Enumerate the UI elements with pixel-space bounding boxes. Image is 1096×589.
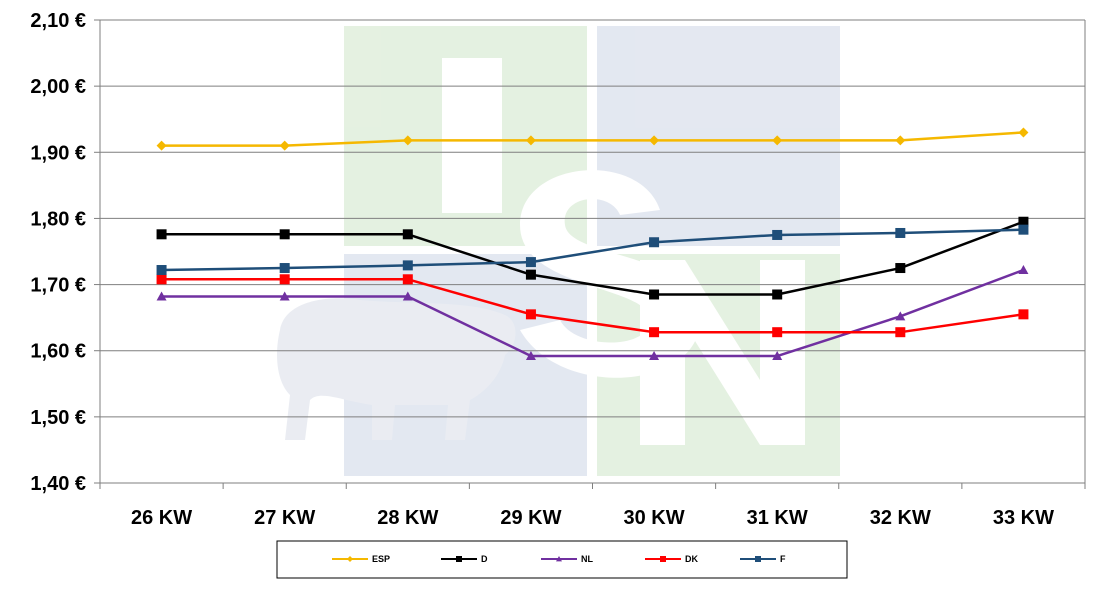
data-point-d xyxy=(402,229,413,240)
legend-item-esp: ESP xyxy=(332,554,390,564)
data-point-esp xyxy=(402,135,413,146)
legend-swatch-marker xyxy=(556,556,562,562)
y-tick-label: 1,80 € xyxy=(30,208,86,230)
legend-label: ESP xyxy=(372,554,390,564)
y-axis-tick-labels: 1,40 € 1,50 € 1,60 € 1,70 € 1,80 € 1,90 € 2,00… xyxy=(30,10,86,495)
data-point-dk xyxy=(402,274,413,285)
y-tick-label: 1,60 € xyxy=(30,341,86,363)
legend-item-f: F xyxy=(740,554,786,564)
data-point-nl xyxy=(156,291,167,301)
data-point-esp xyxy=(525,135,536,146)
data-point-esp xyxy=(772,135,783,146)
legend: ESP D NL DK F xyxy=(276,540,848,579)
legend-swatch-marker xyxy=(347,556,353,562)
data-point-dk xyxy=(156,274,167,285)
series-line-f xyxy=(161,228,1024,272)
y-tick-label: 2,00 € xyxy=(30,76,86,98)
x-tick-label: 31 KW xyxy=(747,507,808,529)
data-point-dk xyxy=(649,327,660,338)
data-point-esp xyxy=(156,140,167,151)
series-line-esp xyxy=(161,131,1024,147)
data-point-nl xyxy=(772,351,783,361)
data-point-d xyxy=(895,263,906,274)
data-point-d xyxy=(525,269,536,280)
y-tick-label: 2,10 € xyxy=(30,10,86,32)
x-tick-label: 32 KW xyxy=(870,507,931,529)
data-point-f xyxy=(895,227,906,238)
data-point-nl xyxy=(525,351,536,361)
series-line-nl xyxy=(161,268,1024,358)
x-tick-label: 33 KW xyxy=(993,507,1054,529)
data-point-f xyxy=(156,265,167,276)
series-esp xyxy=(156,127,1029,151)
legend-item-d: D xyxy=(441,554,488,564)
legend-label: NL xyxy=(581,554,593,564)
x-tick-label: 27 KW xyxy=(254,507,315,529)
data-point-nl xyxy=(895,311,906,321)
legend-label: DK xyxy=(685,554,698,564)
series-line-d xyxy=(161,220,1024,296)
data-point-nl xyxy=(1018,265,1029,275)
series-d xyxy=(156,216,1029,300)
gridlines xyxy=(100,19,1085,418)
legend-swatch-marker xyxy=(660,556,666,562)
data-point-d xyxy=(772,289,783,300)
x-tick-label: 30 KW xyxy=(624,507,685,529)
data-point-d xyxy=(649,289,660,300)
series-dk xyxy=(156,274,1029,338)
data-point-f xyxy=(1018,224,1029,235)
data-point-f xyxy=(649,237,660,248)
data-point-d xyxy=(1018,216,1029,227)
data-point-f xyxy=(772,229,783,240)
data-point-dk xyxy=(1018,309,1029,320)
x-tick-label: 28 KW xyxy=(377,507,438,529)
data-point-esp xyxy=(895,135,906,146)
data-point-esp xyxy=(649,135,660,146)
y-tick-label: 1,50 € xyxy=(30,407,86,429)
data-point-f xyxy=(525,257,536,268)
x-tick-label: 29 KW xyxy=(500,507,561,529)
watermark-logo xyxy=(277,26,840,476)
data-point-f xyxy=(279,263,290,274)
legend-label: F xyxy=(780,554,786,564)
legend-swatch-marker xyxy=(456,556,462,562)
legend-label: D xyxy=(481,554,488,564)
data-point-nl xyxy=(402,291,413,301)
series-nl xyxy=(156,265,1029,361)
data-point-dk xyxy=(895,327,906,338)
y-tick-label: 1,70 € xyxy=(30,275,86,297)
legend-swatch-marker xyxy=(755,556,761,562)
x-tick-label: 26 KW xyxy=(131,507,192,529)
data-point-nl xyxy=(279,291,290,301)
axes xyxy=(94,19,1086,489)
legend-item-nl: NL xyxy=(541,554,593,564)
series-line-dk xyxy=(161,278,1024,334)
y-tick-label: 1,90 € xyxy=(30,142,86,164)
data-point-d xyxy=(279,229,290,240)
data-point-esp xyxy=(279,140,290,151)
data-point-esp xyxy=(1018,127,1029,138)
x-axis-tick-labels: 26 KW 27 KW 28 KW 29 KW 30 KW 31 KW 32 KW 33 KW xyxy=(131,507,1054,529)
data-point-f xyxy=(402,260,413,271)
series-layer xyxy=(156,127,1029,361)
y-tick-label: 1,40 € xyxy=(30,473,86,495)
data-point-dk xyxy=(279,274,290,285)
data-point-nl xyxy=(649,351,660,361)
series-f xyxy=(156,224,1029,276)
legend-item-dk: DK xyxy=(645,554,698,564)
data-point-dk xyxy=(772,327,783,338)
data-point-dk xyxy=(525,309,536,320)
data-point-d xyxy=(156,229,167,240)
